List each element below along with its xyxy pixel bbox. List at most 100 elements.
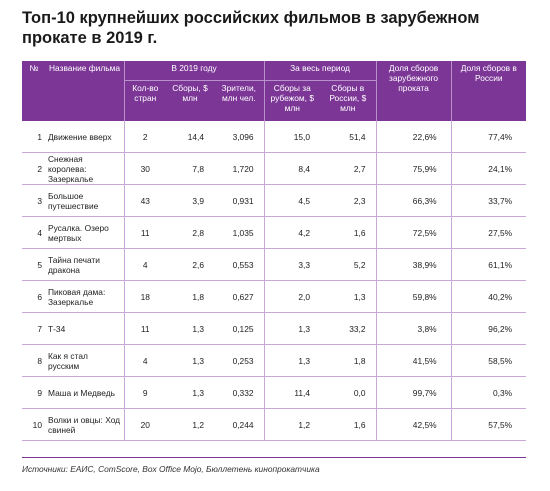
gross-abroad-cell: 15,0	[264, 121, 321, 153]
share-abroad-cell: 66,3%	[376, 184, 452, 217]
share-abroad-cell: 22,6%	[376, 121, 452, 153]
share-russia-cell: 0,3%	[451, 376, 527, 409]
viewers-cell: 1,720	[214, 152, 265, 185]
gross-2019-cell: 2,6	[166, 248, 214, 281]
table-row: 3 Большое путешествие 43 3,9 0,931 4,5 2,3 66,3…	[22, 184, 527, 217]
footer-divider	[22, 457, 526, 458]
table-row: 1 Движение вверх 2 14,4 3,096 15,0 51,4 22,6% 77…	[22, 121, 527, 153]
gross-abroad-cell: 8,4	[264, 152, 321, 185]
header-countries: Кол-во стран	[124, 80, 166, 121]
row-number-cell: 5	[22, 248, 46, 281]
row-number-cell: 9	[22, 376, 46, 409]
share-russia-cell: 58,5%	[451, 344, 527, 377]
share-russia-cell: 40,2%	[451, 280, 527, 313]
share-russia-cell: 27,5%	[451, 216, 527, 249]
film-name-cell: Волки и овцы: Ход свиней	[46, 408, 125, 441]
share-russia-cell: 57,5%	[451, 408, 527, 441]
film-name-cell: Тайна печати дракона	[46, 248, 125, 281]
gross-russia-cell: 1,6	[320, 216, 377, 249]
gross-russia-cell: 5,2	[320, 248, 377, 281]
viewers-cell: 0,553	[214, 248, 265, 281]
gross-russia-cell: 1,3	[320, 280, 377, 313]
share-abroad-cell: 75,9%	[376, 152, 452, 185]
share-abroad-cell: 59,8%	[376, 280, 452, 313]
row-number-cell: 7	[22, 312, 46, 345]
gross-2019-cell: 2,8	[166, 216, 214, 249]
share-russia-cell: 24,1%	[451, 152, 527, 185]
table-row: 6 Пиковая дама: Зазеркалье 18 1,8 0,627 2,0 1,…	[22, 280, 527, 313]
share-russia-cell: 96,2%	[451, 312, 527, 345]
table-row: 9 Маша и Медведь 9 1,3 0,332 11,4 0,0 99,7% 0,3%	[22, 376, 527, 409]
film-name-cell: Как я стал русским	[46, 344, 125, 377]
viewers-cell: 1,035	[214, 216, 265, 249]
countries-count-cell: 2	[124, 121, 166, 153]
film-name-cell: Пиковая дама: Зазеркалье	[46, 280, 125, 313]
share-abroad-cell: 41,5%	[376, 344, 452, 377]
header-group-2019: В 2019 году	[124, 61, 265, 81]
film-name-cell: Русалка. Озеро мертвых	[46, 216, 125, 249]
viewers-cell: 0,125	[214, 312, 265, 345]
countries-count-cell: 4	[124, 344, 166, 377]
gross-abroad-cell: 4,5	[264, 184, 321, 217]
countries-count-cell: 4	[124, 248, 166, 281]
countries-count-cell: 11	[124, 312, 166, 345]
header-gross-russia: Сборы в России, $ млн	[320, 80, 377, 121]
countries-count-cell: 43	[124, 184, 166, 217]
header-num: №	[22, 61, 46, 121]
share-russia-cell: 77,4%	[451, 121, 527, 153]
table-row: 7 Т-34 11 1,3 0,125 1,3 33,2 3,8% 96,2%	[22, 312, 527, 345]
row-number-cell: 1	[22, 121, 46, 153]
table-header: № Название фильма В 2019 году За весь пе…	[22, 61, 527, 121]
gross-2019-cell: 14,4	[166, 121, 214, 153]
share-abroad-cell: 72,5%	[376, 216, 452, 249]
gross-2019-cell: 1,3	[166, 312, 214, 345]
row-number-cell: 8	[22, 344, 46, 377]
viewers-cell: 0,332	[214, 376, 265, 409]
table-row: 2 Снежная королева: Зазеркалье 30 7,8 1,720 8…	[22, 152, 527, 185]
viewers-cell: 0,627	[214, 280, 265, 313]
films-table: № Название фильма В 2019 году За весь пе…	[22, 61, 527, 441]
viewers-cell: 3,096	[214, 121, 265, 153]
gross-abroad-cell: 1,2	[264, 408, 321, 441]
header-share-russia: Доля сборов в России	[451, 61, 527, 121]
gross-2019-cell: 1,3	[166, 376, 214, 409]
gross-abroad-cell: 1,3	[264, 344, 321, 377]
row-number-cell: 3	[22, 184, 46, 217]
gross-2019-cell: 1,2	[166, 408, 214, 441]
table-row: 5 Тайна печати дракона 4 2,6 0,553 3,3 5,2 38,9…	[22, 248, 527, 281]
row-number-cell: 2	[22, 152, 46, 185]
gross-abroad-cell: 1,3	[264, 312, 321, 345]
gross-russia-cell: 2,3	[320, 184, 377, 217]
share-abroad-cell: 99,7%	[376, 376, 452, 409]
gross-russia-cell: 1,6	[320, 408, 377, 441]
header-gross-abroad: Сборы за рубежом, $ млн	[264, 80, 321, 121]
gross-2019-cell: 7,8	[166, 152, 214, 185]
row-number-cell: 10	[22, 408, 46, 441]
film-name-cell: Маша и Медведь	[46, 376, 125, 409]
header-gross-2019: Сборы, $ млн	[166, 80, 214, 121]
share-abroad-cell: 42,5%	[376, 408, 452, 441]
countries-count-cell: 30	[124, 152, 166, 185]
gross-abroad-cell: 11,4	[264, 376, 321, 409]
table-row: 10 Волки и овцы: Ход свиней 20 1,2 0,244 1,2 1…	[22, 408, 527, 441]
gross-abroad-cell: 3,3	[264, 248, 321, 281]
countries-count-cell: 11	[124, 216, 166, 249]
film-name-cell: Большое путешествие	[46, 184, 125, 217]
gross-2019-cell: 3,9	[166, 184, 214, 217]
share-russia-cell: 33,7%	[451, 184, 527, 217]
share-abroad-cell: 3,8%	[376, 312, 452, 345]
gross-abroad-cell: 2,0	[264, 280, 321, 313]
gross-2019-cell: 1,3	[166, 344, 214, 377]
page-title: Топ-10 крупнейших российских фильмов в з…	[22, 9, 480, 47]
share-russia-cell: 61,1%	[451, 248, 527, 281]
countries-count-cell: 9	[124, 376, 166, 409]
header-group-all-period: За весь период	[264, 61, 377, 81]
countries-count-cell: 18	[124, 280, 166, 313]
header-name: Название фильма	[46, 61, 125, 121]
header-viewers: Зрители, млн чел.	[214, 80, 265, 121]
gross-abroad-cell: 4,2	[264, 216, 321, 249]
gross-russia-cell: 33,2	[320, 312, 377, 345]
table-row: 4 Русалка. Озеро мертвых 11 2,8 1,035 4,2 1,6 7…	[22, 216, 527, 249]
table-body: 1 Движение вверх 2 14,4 3,096 15,0 51,4 22,6% 77…	[22, 121, 527, 441]
